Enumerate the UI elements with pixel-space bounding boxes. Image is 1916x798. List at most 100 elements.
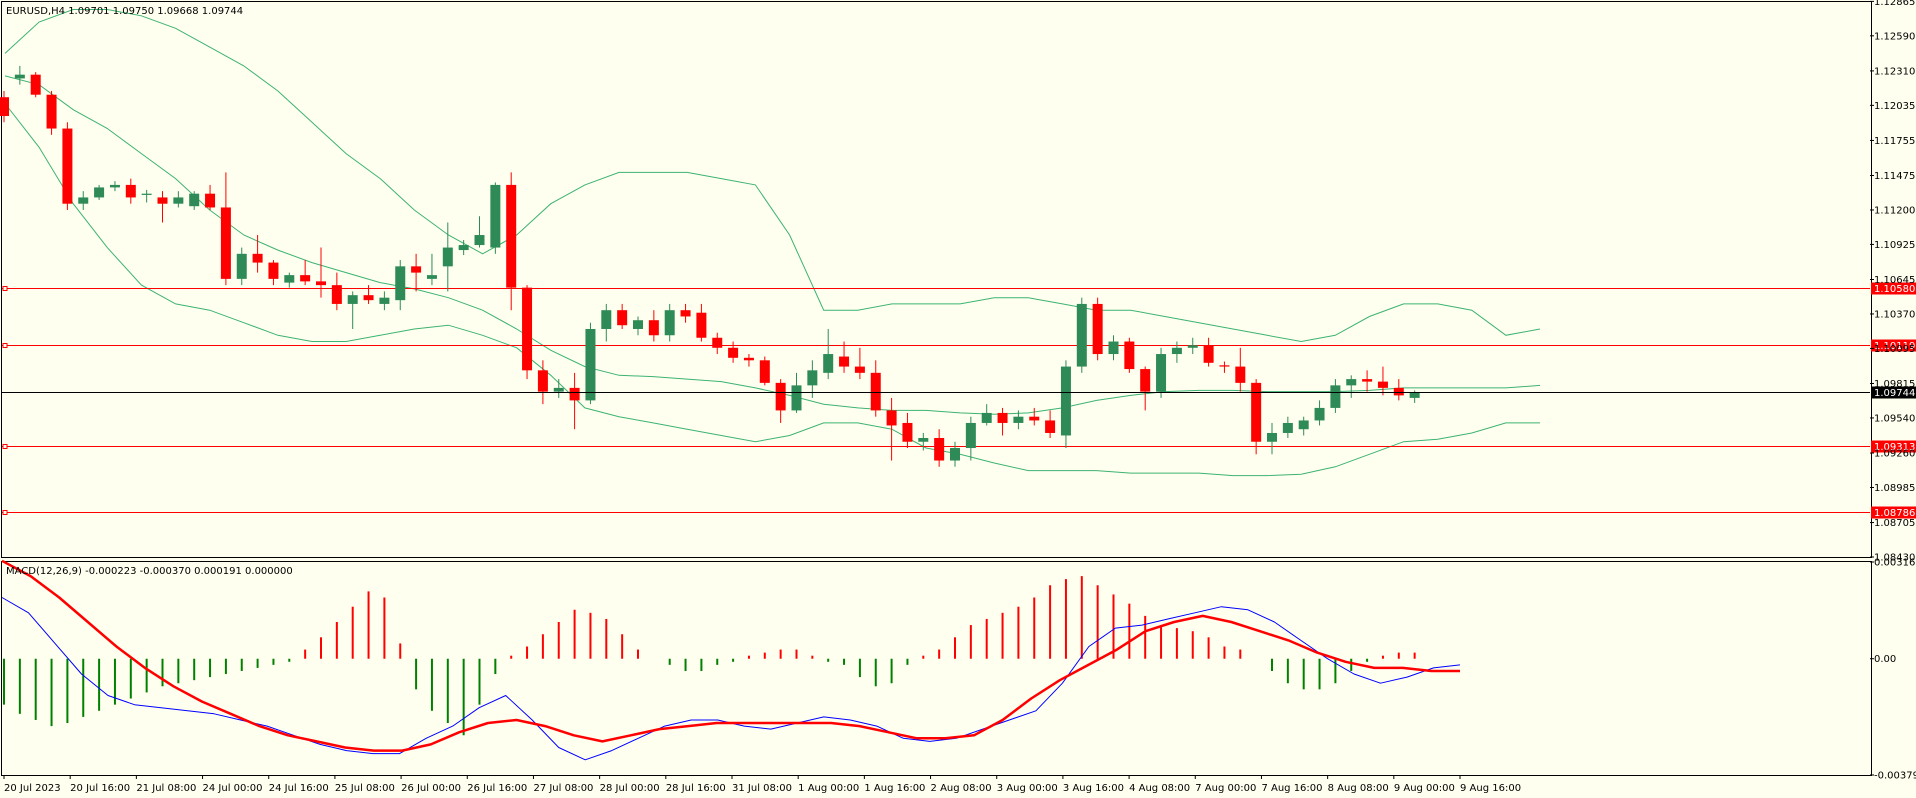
bear-candle-body xyxy=(569,387,580,401)
level-price-tag xyxy=(1871,506,1916,519)
bear-candle-body xyxy=(1045,420,1056,433)
bull-candle-body xyxy=(791,385,802,411)
bear-candle-body xyxy=(759,360,770,383)
level-price-label: 1.08786 xyxy=(1874,508,1915,519)
macd-panel-header: MACD(12,26,9) -0.000223 -0.000370 0.0001… xyxy=(6,566,293,577)
bull-candle-body xyxy=(94,187,105,198)
bear-candle-body xyxy=(1251,382,1262,442)
time-tick-label: 3 Aug 16:00 xyxy=(1063,783,1124,794)
bear-candle-body xyxy=(1140,369,1151,392)
bull-candle-body xyxy=(1314,407,1325,421)
bear-candle-body xyxy=(902,422,913,442)
bear-candle-body xyxy=(411,266,422,273)
bull-candle-body xyxy=(981,412,992,423)
horizontal-levels[interactable]: 1.10580 1.10119 1.09313 1.08786 xyxy=(2,282,1916,520)
level-price-label: 1.09313 xyxy=(1874,442,1915,453)
time-tick-label: 27 Jul 08:00 xyxy=(533,783,593,794)
bear-candle-body xyxy=(268,262,279,279)
bull-candle-body xyxy=(14,74,25,79)
bull-candle-body xyxy=(1346,379,1357,386)
price-tick-label: 1.08430 xyxy=(1874,553,1915,564)
level-handle xyxy=(2,510,8,515)
price-tick-label: 1.09260 xyxy=(1874,449,1915,460)
bollinger-lower-band xyxy=(4,103,1540,477)
macd-tick-label: 0.00 xyxy=(1874,654,1896,665)
bear-candle-body xyxy=(617,310,628,326)
bull-candle-body xyxy=(426,275,437,279)
current-price-label: 1.09744 xyxy=(1874,388,1915,399)
bear-candle-body xyxy=(680,310,691,317)
bear-candle-body xyxy=(775,382,786,411)
time-tick-label: 24 Jul 16:00 xyxy=(269,783,329,794)
time-tick-label: 28 Jul 16:00 xyxy=(666,783,726,794)
time-tick-label: 8 Aug 08:00 xyxy=(1328,783,1389,794)
bull-candle-body xyxy=(1171,347,1182,355)
bear-candle-body xyxy=(696,312,707,338)
price-tick-label: 1.12310 xyxy=(1874,66,1915,77)
bollinger-bands xyxy=(4,9,1541,477)
bull-candle-body xyxy=(474,235,485,246)
bull-candle-body xyxy=(823,354,834,373)
bull-candle-body xyxy=(1282,422,1293,433)
bear-candle-body xyxy=(648,320,659,336)
bull-candle-body xyxy=(664,310,675,336)
bull-candle-body xyxy=(1298,420,1309,430)
bear-candle-body xyxy=(0,97,9,117)
price-panel-header: EURUSD,H4 1.09701 1.09750 1.09668 1.0974… xyxy=(6,6,243,17)
bear-candle-body xyxy=(522,287,533,371)
macd-signal-line xyxy=(1,559,1460,752)
level-price-tag xyxy=(1871,339,1916,352)
time-tick-label: 9 Aug 16:00 xyxy=(1460,783,1521,794)
bull-candle-body xyxy=(458,245,469,251)
bear-candle-body xyxy=(1124,341,1135,370)
bull-candle-body xyxy=(189,193,200,207)
price-tick-label: 1.09540 xyxy=(1874,413,1915,424)
price-tick-label: 1.11475 xyxy=(1874,171,1915,182)
bear-candle-body xyxy=(1362,379,1373,382)
bull-candle-body xyxy=(442,247,453,267)
bull-candle-body xyxy=(1187,345,1198,348)
price-tick-label: 1.12590 xyxy=(1874,31,1915,42)
bull-candle-body xyxy=(1076,303,1087,367)
bull-candle-body xyxy=(78,197,89,204)
price-tick-label: 1.11200 xyxy=(1874,205,1915,216)
bear-candle-body xyxy=(30,74,41,95)
bull-candle-body xyxy=(379,297,390,304)
price-tick-label: 1.10370 xyxy=(1874,309,1915,320)
bear-candle-body xyxy=(316,281,326,286)
bear-candle-body xyxy=(854,366,865,373)
bull-candle-body xyxy=(109,184,120,188)
bear-candle-body xyxy=(839,356,850,367)
bear-candle-body xyxy=(1393,387,1404,396)
bear-candle-body xyxy=(728,347,739,358)
bear-candle-body xyxy=(934,437,945,461)
bear-candle-body xyxy=(252,253,263,263)
macd-tick-label: 0.00316 xyxy=(1874,558,1915,569)
time-tick-label: 28 Jul 00:00 xyxy=(600,783,660,794)
price-tick-label: 1.12865 xyxy=(1874,0,1915,8)
bear-candle-body xyxy=(870,372,881,411)
bull-candle-body xyxy=(1267,432,1277,442)
time-tick-label: 21 Jul 08:00 xyxy=(136,783,196,794)
macd-tick-label: -0.003798 xyxy=(1874,771,1916,782)
time-tick-label: 4 Aug 08:00 xyxy=(1129,783,1190,794)
level-handle xyxy=(2,343,8,348)
time-tick-label: 2 Aug 08:00 xyxy=(931,783,992,794)
bear-candle-body xyxy=(363,295,374,301)
price-tick-label: 1.11755 xyxy=(1874,136,1915,147)
current-price-tag xyxy=(1871,386,1916,399)
bull-candle-body xyxy=(236,253,247,279)
level-price-label: 1.10580 xyxy=(1874,284,1915,295)
price-tick-label: 1.10925 xyxy=(1874,240,1915,251)
price-tick-label: 1.08705 xyxy=(1874,518,1915,529)
bear-candle-body xyxy=(300,275,311,282)
bear-candle-body xyxy=(1377,381,1388,388)
level-price-label: 1.10119 xyxy=(1874,341,1915,352)
price-tick-label: 1.12035 xyxy=(1874,101,1915,112)
bull-candle-body xyxy=(490,184,501,248)
time-tick-label: 20 Jul 16:00 xyxy=(70,783,130,794)
price-tick-label: 1.10095 xyxy=(1874,344,1915,355)
bull-candle-body xyxy=(1060,366,1071,436)
